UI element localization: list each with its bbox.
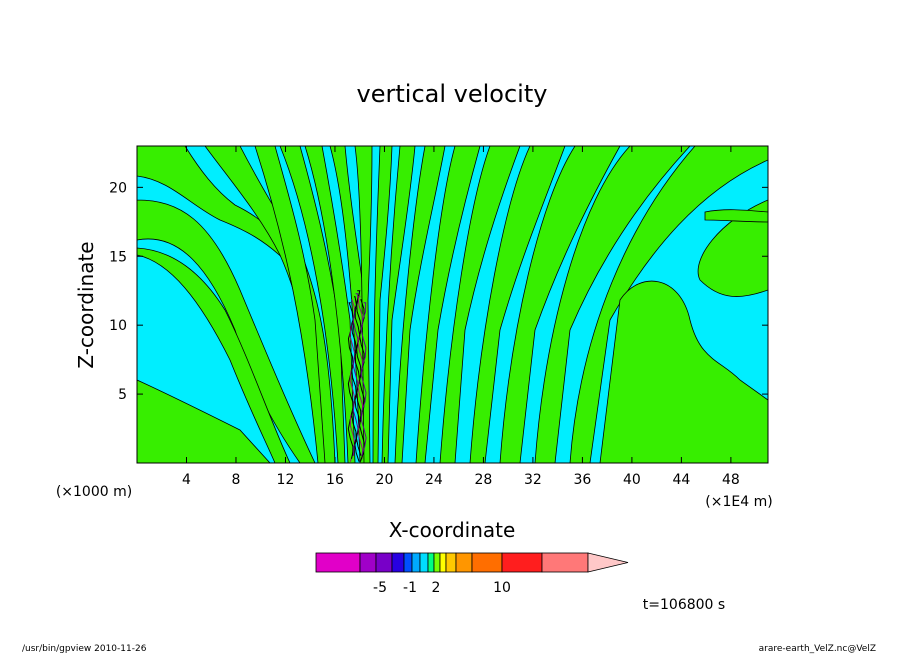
core-contour [359,299,365,462]
core-contour [352,293,359,456]
colorbar-tick-labels: -5 -1 2 10 [373,580,511,596]
green-band [137,146,316,463]
chart-title: vertical velocity [357,80,548,108]
time-label: t=106800 s [643,597,725,613]
x-tick-label: 44 [672,472,690,488]
green-band [137,247,291,463]
colorbar-segment [315,552,361,573]
colorbar-segment [375,552,393,573]
colorbar-segment [471,552,503,573]
y-tick-label: 5 [118,387,127,403]
x-tick-label: 48 [722,472,740,488]
colorbar-segment [411,552,421,573]
y-unit-note: (×1000 m) [56,484,132,500]
colorbar-segment [541,552,589,573]
colorbar-segment [359,552,377,573]
x-tick-label: 8 [232,472,241,488]
x-tick-label: 24 [425,472,443,488]
y-axis-label: Z-coordinate [74,241,98,368]
footer-left: /usr/bin/gpview 2010-11-26 [22,644,147,654]
x-tick-label: 12 [277,472,295,488]
colorbar-segment [439,552,447,573]
green-band [599,280,768,463]
colorbar-segment [403,552,413,573]
plot-frame [136,145,769,464]
y-tick-label: 15 [109,249,127,265]
colorbar-arrow [587,552,629,573]
colorbar-segment [419,552,429,573]
x-tick-label: 20 [376,472,394,488]
x-unit-note: (×1E4 m) [705,494,772,510]
y-tick-label: 20 [109,180,127,196]
colorbar-segment [501,552,543,573]
colorbar-tick-label: 2 [432,580,441,596]
x-tick-label: 32 [524,472,542,488]
x-axis-label: X-coordinate [389,518,516,542]
y-axis: 5 10 15 20 [109,180,768,403]
colorbar-segment [455,552,473,573]
colorbar-tick-label: -5 [373,580,387,596]
colorbar-tick-label: -1 [403,580,417,596]
x-tick-label: 28 [475,472,493,488]
colorbar-tick-label: 10 [493,580,511,596]
green-band [704,209,768,223]
colorbar-segment [427,552,435,573]
convective-core [347,290,367,462]
x-axis: 4 8 12 16 20 24 28 32 36 40 44 48 [182,146,740,488]
footer-right: arare-earth_VelZ.nc@VelZ [759,644,876,654]
x-tick-label: 4 [182,472,191,488]
y-tick-label: 10 [109,318,127,334]
green-band [569,146,768,463]
x-tick-label: 36 [573,472,591,488]
plot-field [137,146,768,463]
colorbar-segment [391,552,405,573]
green-band [137,379,271,463]
core-contour [360,302,367,456]
x-tick-label: 40 [623,472,641,488]
colorbar-segment [445,552,457,573]
colorbar [315,552,629,573]
colorbar-segment [433,552,441,573]
x-tick-label: 16 [326,472,344,488]
